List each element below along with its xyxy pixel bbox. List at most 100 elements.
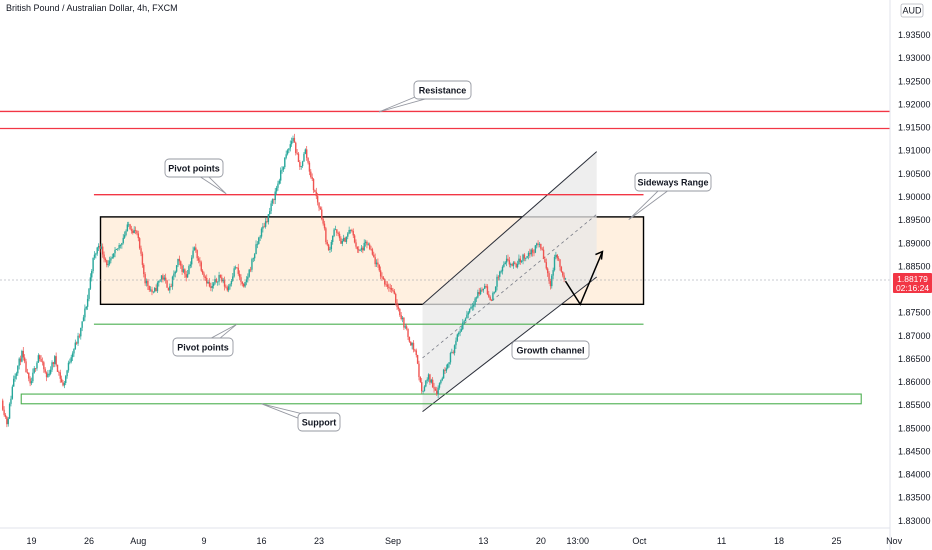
price-tick-label: 1.84000 xyxy=(898,470,931,480)
candle-body xyxy=(173,273,175,277)
candle-body xyxy=(117,248,119,250)
candle-body xyxy=(99,245,101,249)
candle-body xyxy=(41,361,44,363)
candle-body xyxy=(89,277,92,289)
candle-body xyxy=(323,223,326,229)
candle-body xyxy=(182,269,185,272)
candle-body xyxy=(181,265,183,272)
candle-body xyxy=(394,293,397,303)
candle-body xyxy=(206,277,208,284)
callout: Pivot points xyxy=(164,158,227,195)
candle-body xyxy=(412,342,415,350)
candle-body xyxy=(267,214,270,223)
candle-body xyxy=(222,279,224,282)
chart-title: British Pound / Australian Dollar, 4h, F… xyxy=(6,3,178,13)
currency-badge[interactable] xyxy=(900,3,924,18)
candle-body xyxy=(212,283,215,286)
candle-body xyxy=(410,341,412,346)
candle-body xyxy=(255,244,257,255)
candle-body xyxy=(300,166,302,167)
candle-body xyxy=(479,289,482,295)
candle-body xyxy=(496,276,498,287)
price-tick-label: 1.89500 xyxy=(898,215,931,225)
candle-body xyxy=(270,203,272,212)
candle-body xyxy=(175,265,178,272)
candle-body xyxy=(285,154,287,158)
callout: Growth channel xyxy=(511,340,590,360)
candle-body xyxy=(334,229,337,231)
candle-body xyxy=(49,369,52,374)
candle-body xyxy=(2,400,4,410)
candle-body xyxy=(51,362,53,370)
candle-body xyxy=(240,277,242,282)
candle-body xyxy=(407,328,409,337)
candle-body xyxy=(229,284,231,287)
candle-body xyxy=(286,150,289,155)
candle-body xyxy=(562,271,564,276)
candle-body xyxy=(374,257,376,265)
candle-body xyxy=(21,350,23,362)
candle-body xyxy=(523,254,526,259)
candle-body xyxy=(281,169,283,171)
candle-body xyxy=(154,287,156,292)
candle-body xyxy=(200,262,202,271)
candle-body xyxy=(367,244,370,246)
candle-body xyxy=(351,229,353,232)
candle-body xyxy=(108,260,111,265)
candle-body xyxy=(393,291,396,294)
candle-body xyxy=(148,286,150,290)
candle-body xyxy=(55,356,57,365)
candle-body xyxy=(160,275,163,280)
candle-body xyxy=(215,279,218,282)
candle-body xyxy=(499,271,501,277)
candle-body xyxy=(174,271,176,274)
candle-body xyxy=(510,264,512,265)
candle-body xyxy=(293,137,296,143)
candle-body xyxy=(33,368,35,373)
growth-channel-fill xyxy=(422,151,597,412)
candle-body xyxy=(544,258,546,263)
candle-body xyxy=(477,292,479,298)
candle-body xyxy=(360,247,363,250)
candle-body xyxy=(114,249,116,254)
candle-body xyxy=(125,231,127,236)
time-tick-label: 20 xyxy=(536,536,546,546)
candle-body xyxy=(511,264,513,266)
candle-body xyxy=(349,229,352,231)
candle-body xyxy=(333,229,335,236)
candle-body xyxy=(237,267,239,274)
candle-body xyxy=(7,418,9,425)
candle-body xyxy=(314,190,316,192)
candle-body xyxy=(505,258,508,263)
candle-body xyxy=(290,141,293,145)
candle-body xyxy=(430,379,432,383)
candle-body xyxy=(133,230,135,233)
candle-body xyxy=(358,249,360,251)
candle-body xyxy=(468,308,471,313)
candle-body xyxy=(66,370,68,377)
candle-body xyxy=(14,375,16,379)
candle-body xyxy=(557,258,560,260)
candle-body xyxy=(531,249,534,253)
candle-body xyxy=(115,248,118,250)
candle-body xyxy=(78,335,81,337)
candle-body xyxy=(111,257,113,259)
candle-body xyxy=(434,388,437,391)
candle-body xyxy=(385,284,387,286)
candle-body xyxy=(17,365,19,374)
candle-body xyxy=(552,270,554,276)
time-tick-label: 18 xyxy=(774,536,784,546)
level-layer xyxy=(0,110,890,405)
candle-body xyxy=(388,286,390,288)
candle-body xyxy=(199,260,201,263)
candle-body xyxy=(514,262,516,264)
candle-body xyxy=(208,281,211,287)
time-tick-label: 9 xyxy=(202,536,207,546)
candle-body xyxy=(29,378,31,384)
candle-body xyxy=(422,391,424,392)
time-axis[interactable]: 19 26 Aug 9 16 23 Sep 13 20 13:00 Oct 11 18 25 Nov xyxy=(26,536,902,546)
candle-body xyxy=(121,243,123,246)
candle-body xyxy=(448,362,450,365)
currency-label: AUD xyxy=(902,6,922,16)
